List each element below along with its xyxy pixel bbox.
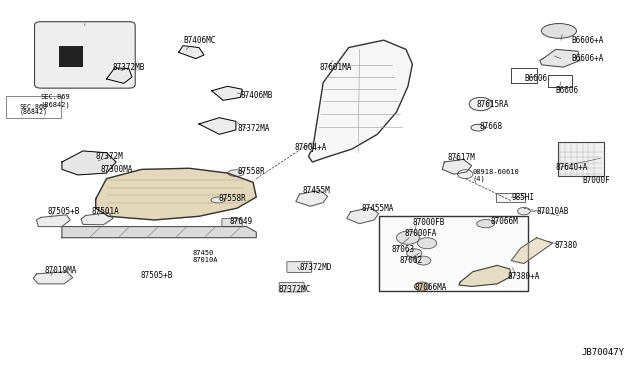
Text: 87372MD: 87372MD [300, 263, 332, 272]
Polygon shape [33, 272, 73, 284]
Bar [59, 46, 83, 67]
Text: 87501A: 87501A [92, 207, 120, 217]
Polygon shape [540, 49, 580, 67]
Polygon shape [62, 227, 256, 238]
Text: 87668: 87668 [479, 122, 502, 131]
Text: B7000F: B7000F [582, 176, 611, 185]
Text: 87615RA: 87615RA [476, 100, 509, 109]
Polygon shape [179, 46, 204, 59]
Text: 87455MA: 87455MA [362, 203, 394, 213]
Text: B7406MC: B7406MC [183, 36, 216, 45]
Text: 87300MA: 87300MA [100, 165, 132, 174]
Text: 87380+A: 87380+A [508, 272, 540, 281]
Ellipse shape [211, 197, 225, 203]
Polygon shape [442, 160, 472, 174]
Text: (86842): (86842) [19, 109, 47, 115]
Text: 87062: 87062 [399, 256, 423, 265]
Polygon shape [212, 86, 243, 100]
Text: SEC.869: SEC.869 [19, 104, 47, 110]
FancyBboxPatch shape [222, 218, 243, 227]
Text: 87372MC: 87372MC [278, 285, 311, 294]
FancyBboxPatch shape [557, 142, 604, 176]
Text: 87406MB: 87406MB [241, 91, 273, 100]
Text: 87380: 87380 [554, 241, 578, 250]
Polygon shape [62, 151, 116, 175]
Text: 985HI: 985HI [511, 193, 534, 202]
FancyBboxPatch shape [379, 216, 528, 291]
Text: 87019MA: 87019MA [45, 266, 77, 275]
Text: 87558R: 87558R [218, 195, 246, 203]
Text: 87063: 87063 [392, 245, 415, 254]
Ellipse shape [471, 124, 485, 131]
Ellipse shape [477, 219, 495, 228]
Text: 87505+B: 87505+B [47, 207, 79, 217]
Text: 87010AB: 87010AB [537, 207, 569, 217]
Circle shape [469, 97, 492, 111]
FancyBboxPatch shape [35, 22, 135, 88]
Text: B6606: B6606 [556, 86, 579, 94]
FancyBboxPatch shape [496, 193, 525, 202]
Text: 87601MA: 87601MA [320, 63, 353, 72]
Circle shape [415, 256, 431, 265]
Text: 87372M: 87372M [96, 152, 124, 161]
FancyBboxPatch shape [6, 96, 61, 118]
Ellipse shape [541, 23, 577, 38]
Polygon shape [96, 168, 256, 220]
Polygon shape [199, 118, 236, 134]
Text: 87505+B: 87505+B [140, 271, 173, 280]
Text: B6606: B6606 [524, 74, 547, 83]
FancyBboxPatch shape [279, 282, 304, 292]
Text: 87455M: 87455M [302, 186, 330, 195]
Circle shape [406, 249, 422, 258]
Circle shape [414, 282, 429, 291]
Text: 08918-60610
(4): 08918-60610 (4) [473, 169, 520, 182]
Text: 87640+A: 87640+A [556, 163, 588, 172]
Text: 87558R: 87558R [237, 167, 265, 176]
Text: B6606+A: B6606+A [572, 36, 604, 45]
Circle shape [417, 238, 436, 249]
Text: 87604+A: 87604+A [294, 143, 327, 152]
Text: 87617M: 87617M [447, 153, 475, 162]
Text: 87450
87010A: 87450 87010A [193, 250, 218, 263]
Polygon shape [36, 215, 70, 227]
FancyBboxPatch shape [287, 262, 312, 272]
Text: 87066MA: 87066MA [414, 283, 447, 292]
Text: B6606+A: B6606+A [572, 54, 604, 63]
Text: 87649: 87649 [230, 217, 253, 225]
Polygon shape [106, 68, 132, 83]
Text: JB70047Y: JB70047Y [581, 348, 624, 357]
Polygon shape [511, 238, 552, 263]
Text: 87000FB: 87000FB [412, 218, 445, 227]
Text: 87372MA: 87372MA [237, 124, 269, 133]
Text: 87372MB: 87372MB [113, 63, 145, 72]
Polygon shape [308, 40, 412, 162]
Circle shape [518, 208, 531, 215]
Ellipse shape [228, 170, 244, 176]
Polygon shape [296, 190, 328, 206]
Text: 87066M: 87066M [491, 217, 518, 225]
Polygon shape [459, 265, 511, 286]
Text: 87000FA: 87000FA [404, 229, 437, 238]
Circle shape [396, 231, 419, 244]
Circle shape [458, 170, 473, 179]
Polygon shape [81, 212, 113, 225]
Text: SEC.869
(86842): SEC.869 (86842) [41, 94, 70, 108]
Polygon shape [347, 208, 379, 224]
